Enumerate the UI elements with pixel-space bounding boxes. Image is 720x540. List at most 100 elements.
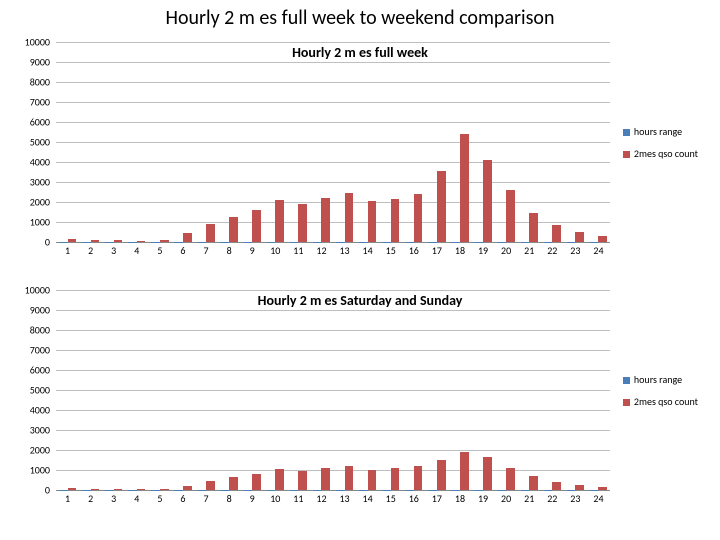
bar — [174, 242, 183, 243]
grid-line — [56, 410, 610, 411]
grid-line — [56, 370, 610, 371]
x-tick-label: 18 — [455, 492, 465, 505]
legend-swatch-icon — [623, 399, 630, 406]
legend-label: 2mes qso count — [634, 394, 698, 410]
bar — [229, 217, 238, 242]
y-tick-label: 1000 — [16, 464, 50, 477]
bar — [391, 468, 400, 490]
bar — [460, 134, 469, 242]
bar — [275, 200, 284, 242]
bar — [474, 242, 483, 243]
grid-line — [56, 42, 610, 43]
grid-line — [56, 450, 610, 451]
y-tick-label: 8000 — [16, 76, 50, 89]
x-tick-label: 6 — [180, 492, 185, 505]
y-tick-label: 4000 — [16, 156, 50, 169]
bar — [244, 490, 253, 491]
bar — [114, 489, 123, 490]
bar — [267, 490, 276, 491]
y-tick-label: 0 — [16, 484, 50, 497]
y-tick-label: 6000 — [16, 116, 50, 129]
legend-label: 2mes qso count — [634, 146, 698, 162]
bar — [567, 242, 576, 243]
grid-line — [56, 290, 610, 291]
bar — [544, 242, 553, 243]
x-tick-label: 24 — [593, 244, 603, 257]
y-tick-label: 8000 — [16, 324, 50, 337]
x-tick-label: 6 — [180, 244, 185, 257]
bar — [590, 242, 599, 243]
x-tick-label: 17 — [432, 244, 442, 257]
y-tick-label: 2000 — [16, 196, 50, 209]
bar — [575, 485, 584, 490]
bar — [160, 489, 169, 490]
x-tick-label: 20 — [501, 244, 511, 257]
bar — [497, 242, 506, 243]
bar — [405, 242, 414, 243]
bar — [437, 460, 446, 490]
y-tick-label: 3000 — [16, 424, 50, 437]
x-tick-label: 22 — [547, 244, 557, 257]
bar — [345, 466, 354, 490]
bar — [82, 242, 91, 243]
bar — [483, 160, 492, 242]
x-tick-label: 20 — [501, 492, 511, 505]
grid-line — [56, 390, 610, 391]
x-tick-label: 12 — [316, 492, 326, 505]
x-tick-label: 5 — [157, 492, 162, 505]
bar — [290, 490, 299, 491]
bar — [105, 490, 114, 491]
x-tick-label: 14 — [363, 492, 373, 505]
bar — [206, 481, 215, 490]
x-tick-label: 23 — [570, 492, 580, 505]
grid-line — [56, 430, 610, 431]
bar — [68, 239, 77, 242]
bar — [298, 471, 307, 490]
bar — [197, 490, 206, 491]
y-tick-label: 2000 — [16, 444, 50, 457]
x-tick-label: 9 — [250, 492, 255, 505]
x-tick-label: 10 — [270, 244, 280, 257]
bar — [567, 490, 576, 491]
chart-weekend: Hourly 2 m es Saturday and Sunday hours … — [20, 290, 700, 520]
bar — [321, 198, 330, 242]
legend-label: hours range — [634, 124, 682, 140]
plot-area: 0100020003000400050006000700080009000100… — [56, 290, 610, 500]
x-tick-label: 1 — [65, 492, 70, 505]
bar — [391, 199, 400, 242]
bar — [598, 487, 607, 490]
bar — [345, 193, 354, 242]
legend-item: 2mes qso count — [623, 394, 698, 410]
bar — [451, 490, 460, 491]
legend-swatch-icon — [623, 377, 630, 384]
bar — [59, 490, 68, 491]
bar — [321, 468, 330, 490]
bar — [183, 486, 192, 490]
x-tick-label: 23 — [570, 244, 580, 257]
grid-line — [56, 470, 610, 471]
bar — [105, 242, 114, 243]
bar — [252, 474, 261, 490]
bar — [382, 490, 391, 491]
bar — [290, 242, 299, 243]
bar — [128, 490, 137, 491]
bar — [206, 224, 215, 242]
bar — [252, 210, 261, 242]
x-tick-label: 4 — [134, 244, 139, 257]
x-tick-label: 2 — [88, 244, 93, 257]
bar — [267, 242, 276, 243]
grid-line — [56, 330, 610, 331]
bar — [552, 482, 561, 490]
x-tick-label: 14 — [363, 244, 373, 257]
y-tick-label: 9000 — [16, 56, 50, 69]
x-tick-label: 5 — [157, 244, 162, 257]
x-tick-label: 12 — [316, 244, 326, 257]
bar — [529, 476, 538, 490]
bar — [428, 490, 437, 491]
bar — [368, 470, 377, 490]
x-tick-label: 11 — [293, 492, 303, 505]
bar — [521, 242, 530, 243]
bar — [428, 242, 437, 243]
bar — [137, 241, 146, 242]
y-tick-label: 7000 — [16, 344, 50, 357]
